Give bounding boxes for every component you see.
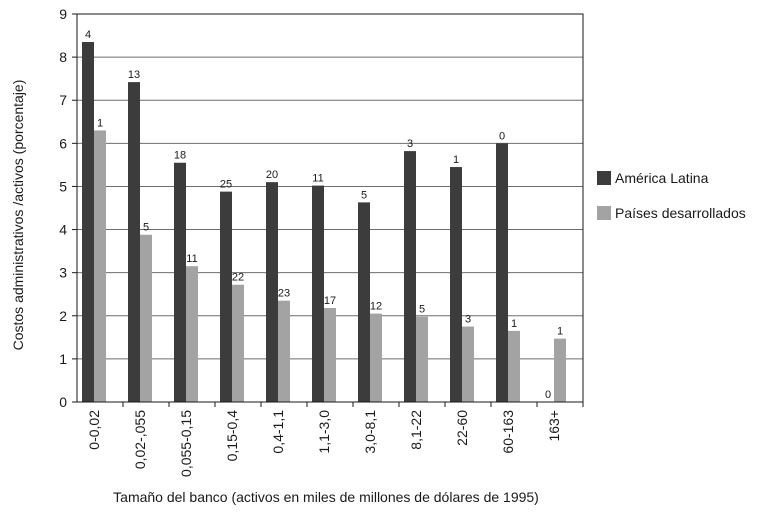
bar-paises-desarrollados — [416, 316, 428, 402]
y-tick-label: 0 — [59, 394, 67, 410]
x-tick-label: 3,0-8,1 — [362, 410, 378, 454]
bar-data-label: 3 — [407, 138, 413, 150]
bar-america-latina — [496, 143, 508, 403]
bar-data-label: 13 — [128, 69, 140, 81]
bar-paises-desarrollados — [186, 266, 198, 402]
x-tick-label: 0,02-,055 — [132, 410, 148, 469]
y-tick-label: 5 — [59, 178, 67, 194]
bar-america-latina — [266, 182, 278, 402]
bar-america-latina — [450, 167, 462, 402]
bar-data-label: 18 — [174, 150, 186, 162]
y-tick-label: 9 — [59, 6, 67, 22]
bar-paises-desarrollados — [232, 284, 244, 402]
legend-label-paises-desarrollados: Países desarrollados — [615, 205, 746, 221]
bar-paises-desarrollados — [370, 313, 382, 402]
bar-america-latina — [82, 42, 94, 403]
bar-paises-desarrollados — [94, 130, 106, 402]
bar-paises-desarrollados — [140, 234, 152, 402]
y-tick-label: 1 — [59, 351, 67, 367]
x-tick-label: 8,1-22 — [408, 410, 424, 450]
bar-data-label: 22 — [232, 272, 244, 284]
bar-paises-desarrollados — [462, 326, 474, 402]
bar-data-label: 3 — [465, 314, 471, 326]
y-tick-label: 6 — [59, 135, 67, 151]
x-tick-label: 22-60 — [454, 410, 470, 446]
y-tick-label: 4 — [59, 222, 67, 238]
bar-data-label: 1 — [557, 326, 563, 338]
bar-data-label: 5 — [361, 189, 367, 201]
bar-america-latina — [312, 185, 324, 402]
x-axis-label: Tamaño del banco (activos en miles de mi… — [113, 489, 539, 505]
bar-america-latina — [220, 191, 232, 402]
legend: América Latina Países desarrollados — [597, 170, 746, 221]
bar-paises-desarrollados — [324, 308, 336, 402]
y-tick-label: 7 — [59, 92, 67, 108]
gridlines — [77, 56, 583, 360]
bar-data-label: 5 — [143, 222, 149, 234]
bar-data-label: 0 — [545, 389, 551, 401]
x-tick-label: 163+ — [546, 410, 562, 442]
x-tick-label: 0,055-0,15 — [178, 410, 194, 477]
x-tick-label: 0,4-1,1 — [270, 410, 286, 454]
bar-data-label: 1 — [511, 318, 517, 330]
y-tick-label: 2 — [59, 308, 67, 324]
bar-paises-desarrollados — [278, 300, 290, 402]
bar-data-label: 23 — [278, 288, 290, 300]
y-axis-label: Costos administrativos /activos (porcent… — [10, 80, 26, 351]
bar-data-label: 4 — [85, 29, 91, 41]
bar-data-label: 5 — [419, 304, 425, 316]
bar-data-label: 1 — [453, 154, 459, 166]
bar-paises-desarrollados — [554, 338, 566, 402]
x-tick-label: 0-0,02 — [86, 410, 102, 450]
legend-swatch-paises-desarrollados — [597, 206, 611, 220]
bar-america-latina — [404, 151, 416, 402]
bar-data-label: 1 — [97, 117, 103, 129]
legend-label-america-latina: América Latina — [615, 170, 709, 186]
bar-data-label: 0 — [499, 130, 505, 142]
y-tick-label: 3 — [59, 265, 67, 281]
bar-data-label: 17 — [324, 295, 336, 307]
x-tick-label: 1,1-3,0 — [316, 410, 332, 454]
bar-paises-desarrollados — [508, 330, 520, 402]
bar-america-latina — [174, 162, 186, 402]
legend-swatch-america-latina — [597, 171, 611, 185]
bar-data-label: 20 — [266, 169, 278, 181]
bar-data-label: 11 — [186, 253, 197, 265]
bar-america-latina — [128, 82, 140, 403]
y-tick-label: 8 — [59, 49, 67, 65]
bar-america-latina — [358, 202, 370, 402]
x-tick-label: 60-163 — [500, 410, 516, 454]
bar-data-label: 12 — [370, 301, 382, 313]
bar-data-label: 11 — [312, 173, 323, 185]
x-tick-label: 0,15-0,4 — [224, 410, 240, 462]
bar-data-label: 25 — [220, 179, 232, 191]
plot-frame — [76, 13, 584, 403]
